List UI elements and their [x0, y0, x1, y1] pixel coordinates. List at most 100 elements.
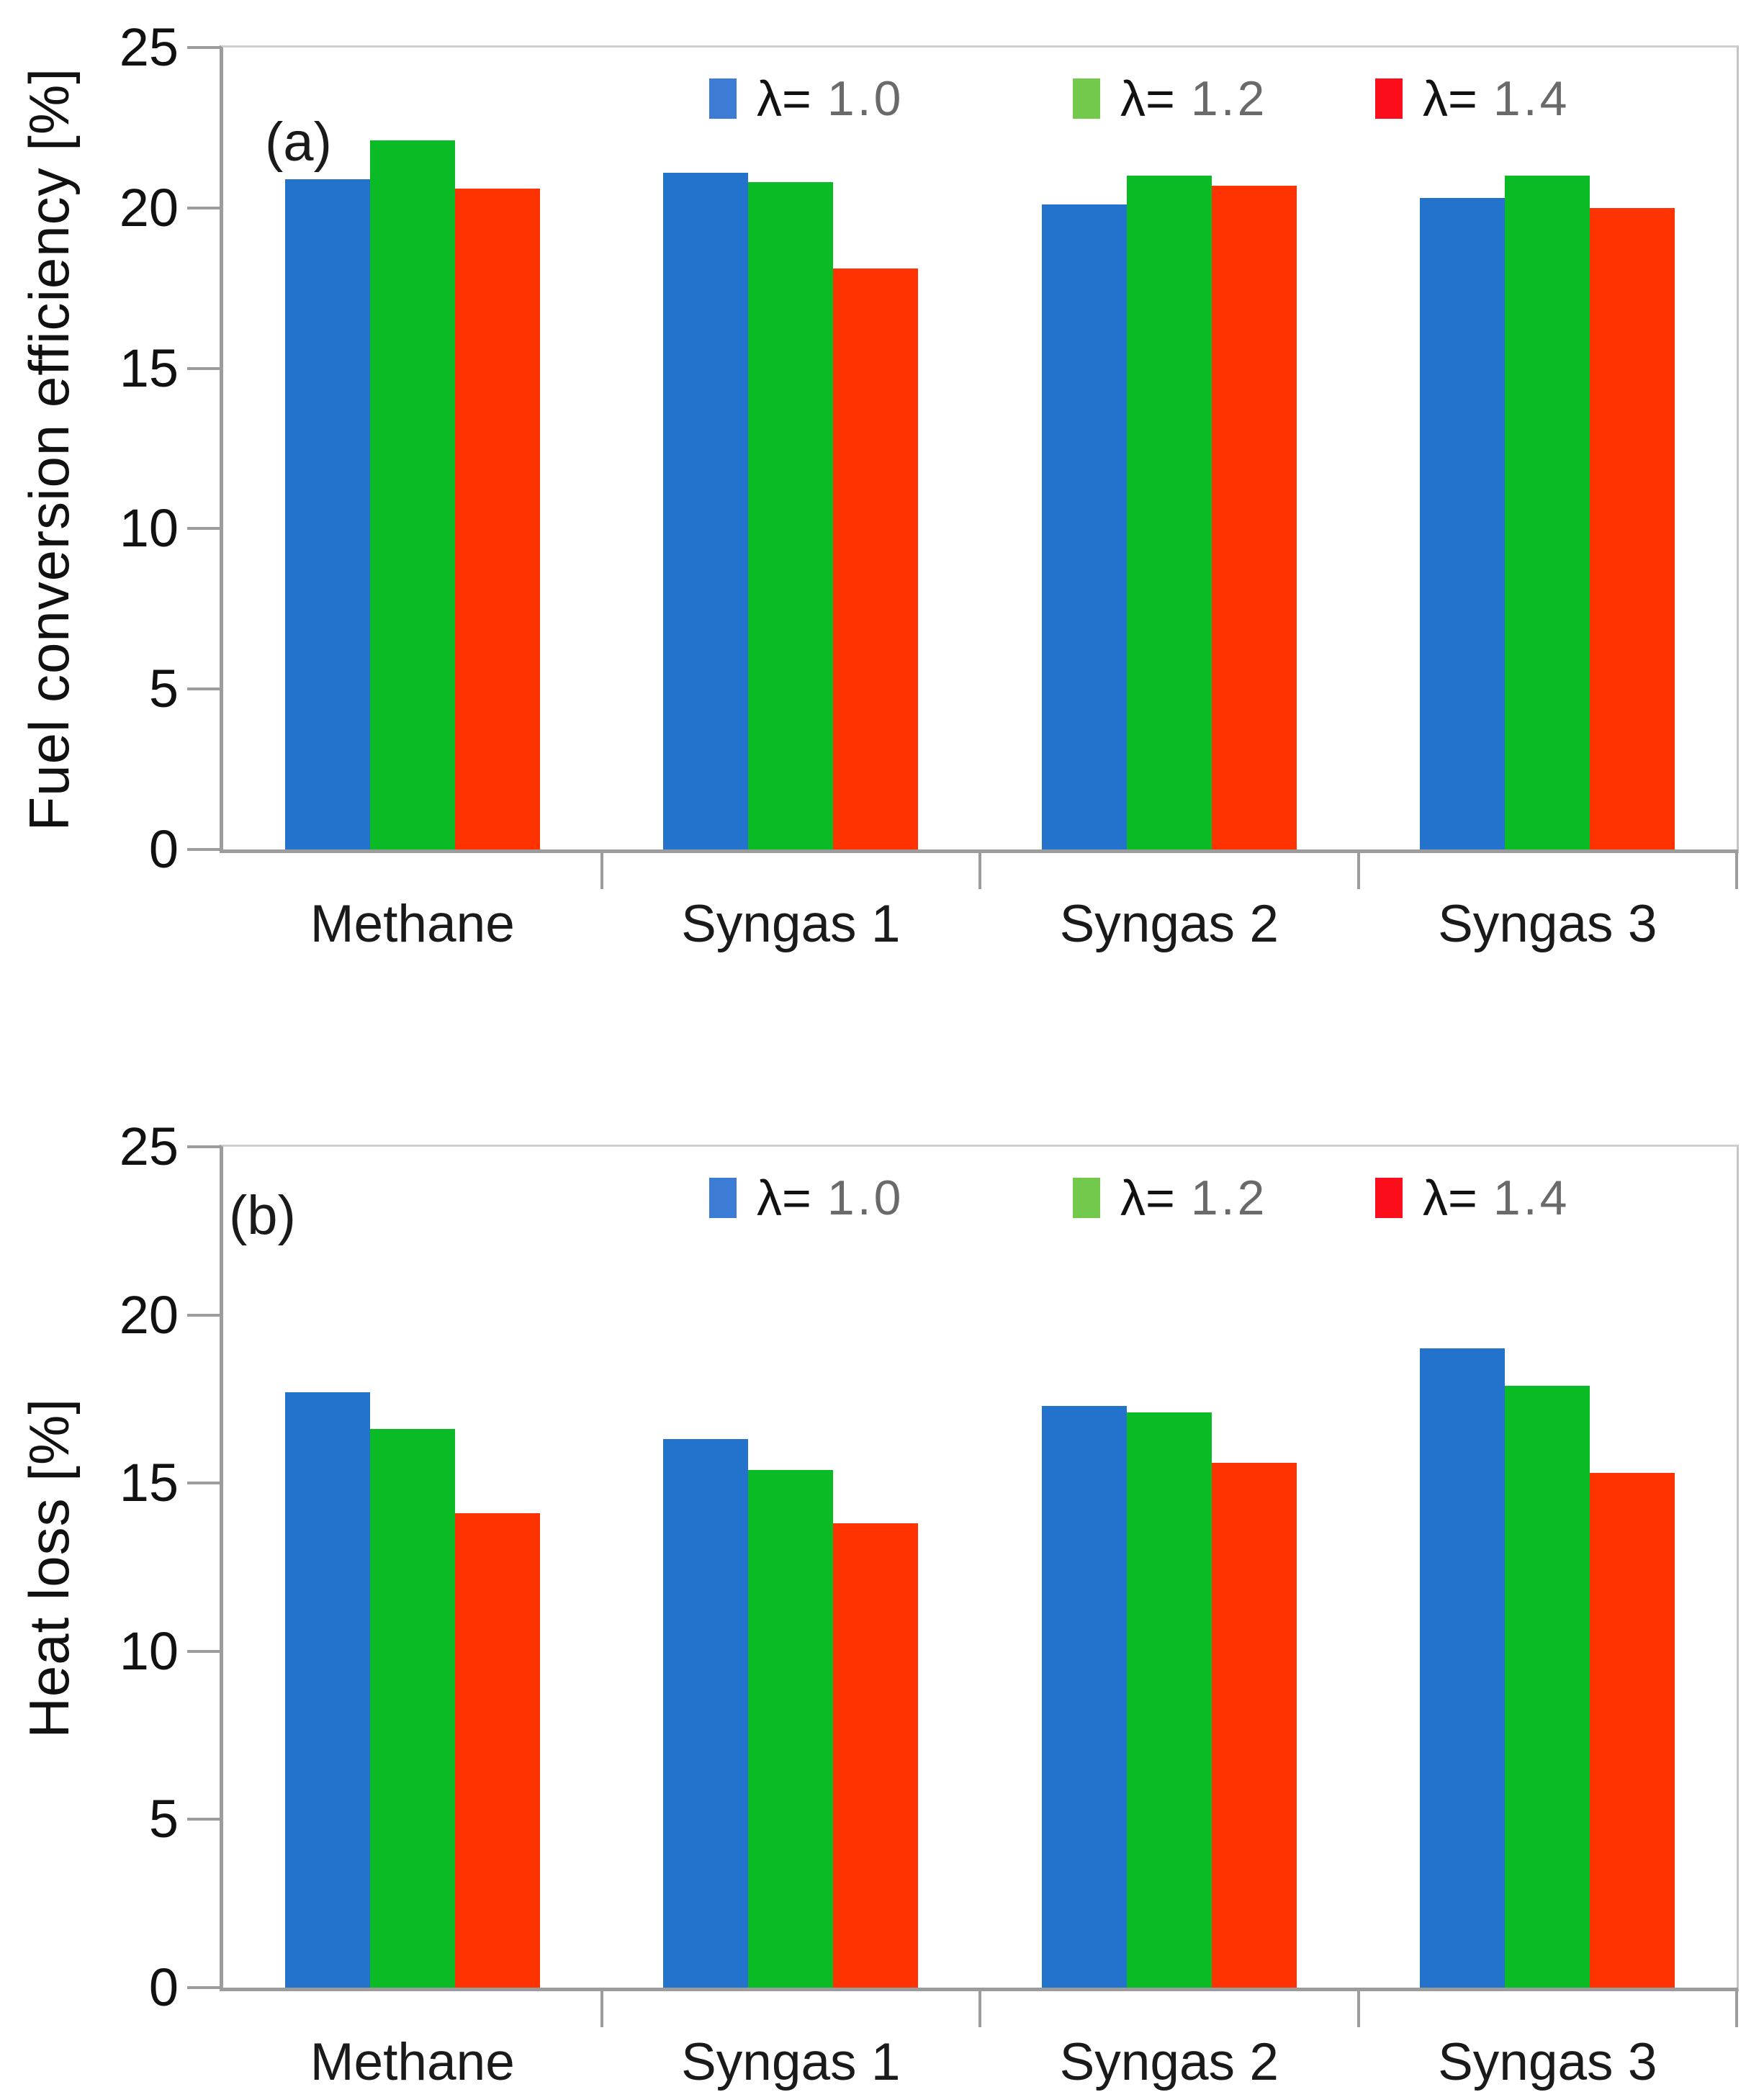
- bar-a-methane-λ=1.0: [284, 179, 370, 849]
- bar-a-syngas1-λ=1.0: [663, 172, 749, 849]
- category-label: Syngas 3: [1438, 895, 1657, 953]
- y-tick-label: 0: [148, 819, 179, 879]
- y-axis-title: Fuel conversion efficiency [%]: [6, 45, 92, 853]
- bar-a-syngas2-λ=1.0: [1041, 204, 1127, 849]
- bar-a-syngas1-λ=1.4: [833, 269, 919, 849]
- bar-a-syngas1-λ=1.2: [748, 182, 834, 849]
- x-axis-tick: [600, 1988, 603, 2027]
- category-label: Methane: [310, 2033, 515, 2091]
- y-axis-tick: [187, 46, 220, 49]
- legend-item-lambda-1.4: λ= 1.4: [1375, 66, 1570, 131]
- panel-label: (b): [229, 1185, 296, 1246]
- legend-item-lambda-1.2: λ= 1.2: [1073, 66, 1267, 131]
- bar-b-syngas1-λ=1.2: [748, 1469, 834, 1988]
- category-label: Syngas 3: [1438, 2033, 1657, 2091]
- bar-b-syngas3-λ=1.0: [1420, 1348, 1506, 1988]
- y-tick-label: 0: [148, 1957, 179, 2017]
- x-axis-tick: [1356, 1988, 1360, 2027]
- bar-a-syngas3-λ=1.4: [1590, 207, 1675, 849]
- x-axis-tick: [1735, 1988, 1738, 2027]
- legend-item-lambda-1.4: λ= 1.4: [1375, 1166, 1570, 1230]
- chart-panel-b: Heat loss [%] (b) λ= 1.0 λ= 1.2 λ= 1.4 0…: [0, 1044, 1764, 2091]
- bar-b-syngas3-λ=1.4: [1590, 1473, 1675, 1988]
- legend-label-value: 1.0: [827, 1171, 904, 1225]
- bar-b-syngas2-λ=1.0: [1041, 1405, 1127, 1988]
- category-label: Syngas 2: [1059, 895, 1279, 953]
- legend: λ= 1.0 λ= 1.2 λ= 1.4: [223, 1166, 1737, 1230]
- y-tick-label: 5: [148, 1789, 179, 1849]
- panel-label: (a): [265, 112, 332, 173]
- legend-swatch-green-icon: [1073, 1178, 1100, 1218]
- plot-area: (b) λ= 1.0 λ= 1.2 λ= 1.4 0 5 10 15 20 25 Metha…: [120, 1120, 1739, 2091]
- x-axis-tick: [1356, 849, 1360, 889]
- legend-label-prefix: λ=: [757, 1170, 811, 1226]
- legend-label-prefix: λ=: [1120, 1170, 1175, 1226]
- legend-item-lambda-1.0: λ= 1.0: [709, 66, 904, 131]
- y-tick-label: 15: [119, 338, 179, 398]
- bar-a-syngas3-λ=1.0: [1420, 198, 1506, 849]
- y-axis-title: Heat loss [%]: [6, 1145, 92, 1991]
- y-axis-tick: [187, 687, 220, 691]
- bar-b-syngas1-λ=1.4: [833, 1523, 919, 1988]
- x-axis-tick: [978, 849, 981, 889]
- legend-label-prefix: λ=: [1120, 71, 1175, 127]
- bar-b-methane-λ=1.0: [284, 1392, 370, 1988]
- y-tick-label: 20: [119, 177, 179, 238]
- y-axis-tick: [187, 1986, 220, 1989]
- legend: λ= 1.0 λ= 1.2 λ= 1.4: [223, 66, 1737, 131]
- chart-panel-a: Fuel conversion efficiency [%] (a) λ= 1.…: [0, 0, 1764, 1044]
- category-label: Syngas 1: [681, 2033, 901, 2091]
- y-axis-tick: [187, 206, 220, 209]
- y-tick-label: 10: [119, 498, 179, 559]
- legend-swatch-blue-icon: [709, 78, 737, 119]
- legend-label-value: 1.0: [827, 71, 904, 126]
- legend-label-value: 1.4: [1493, 71, 1570, 126]
- legend-label-value: 1.2: [1190, 71, 1268, 126]
- legend-swatch-green-icon: [1073, 78, 1100, 119]
- category-label: Syngas 2: [1059, 2033, 1279, 2091]
- y-axis-tick: [187, 848, 220, 851]
- y-axis-tick: [187, 1145, 220, 1148]
- bar-b-syngas2-λ=1.2: [1126, 1412, 1212, 1988]
- bar-b-syngas3-λ=1.2: [1505, 1385, 1590, 1988]
- bar-b-methane-λ=1.4: [454, 1513, 540, 1988]
- bar-b-syngas2-λ=1.4: [1211, 1463, 1297, 1988]
- bar-a-syngas2-λ=1.4: [1211, 185, 1297, 849]
- y-tick-label: 20: [119, 1284, 179, 1345]
- legend-label-value: 1.4: [1493, 1171, 1570, 1225]
- x-axis-tick: [978, 1988, 981, 2027]
- bar-b-syngas1-λ=1.0: [663, 1439, 749, 1988]
- y-axis-tick: [187, 1649, 220, 1653]
- y-tick-label: 10: [119, 1620, 179, 1681]
- bar-a-syngas2-λ=1.2: [1126, 176, 1212, 849]
- bar-a-methane-λ=1.2: [369, 140, 455, 849]
- legend-label-prefix: λ=: [1423, 71, 1477, 127]
- legend-label-prefix: λ=: [1423, 1170, 1477, 1226]
- y-axis-title-text: Heat loss [%]: [17, 1397, 81, 1739]
- y-tick-label: 5: [148, 659, 179, 719]
- category-label: Methane: [310, 895, 515, 953]
- legend-label-prefix: λ=: [757, 71, 811, 127]
- legend-swatch-red-icon: [1375, 78, 1403, 119]
- y-axis-tick: [187, 366, 220, 370]
- bar-b-methane-λ=1.2: [369, 1429, 455, 1988]
- legend-swatch-blue-icon: [709, 1178, 737, 1218]
- x-axis-tick: [1735, 849, 1738, 889]
- category-label: Syngas 1: [681, 895, 901, 953]
- y-axis-tick: [187, 527, 220, 531]
- plot-area: (a) λ= 1.0 λ= 1.2 λ= 1.4 0 5 10 15 20 25 Metha…: [120, 21, 1739, 953]
- x-axis-tick: [600, 849, 603, 889]
- bar-a-syngas3-λ=1.2: [1505, 176, 1590, 849]
- legend-item-lambda-1.2: λ= 1.2: [1073, 1166, 1267, 1230]
- y-axis-tick: [187, 1818, 220, 1821]
- bar-a-methane-λ=1.4: [454, 189, 540, 849]
- legend-label-value: 1.2: [1190, 1171, 1268, 1225]
- y-axis-tick: [187, 1313, 220, 1317]
- legend-item-lambda-1.0: λ= 1.0: [709, 1166, 904, 1230]
- legend-swatch-red-icon: [1375, 1178, 1403, 1218]
- y-tick-label: 15: [119, 1453, 179, 1513]
- y-axis-tick: [187, 1482, 220, 1485]
- y-tick-label: 25: [119, 1117, 179, 1176]
- y-tick-label: 25: [119, 17, 179, 77]
